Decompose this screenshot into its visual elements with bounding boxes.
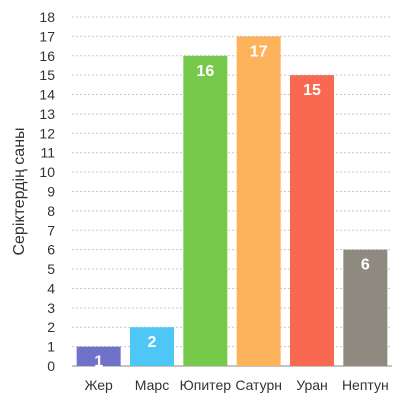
- bar-6: [343, 249, 388, 366]
- bar-2: [130, 327, 174, 366]
- x-category-label: Жер: [85, 377, 114, 393]
- y-tick-label: 5: [47, 261, 55, 277]
- y-tick-label: 14: [39, 87, 55, 103]
- y-tick-label: 16: [39, 48, 55, 64]
- y-tick-label: 3: [47, 300, 55, 316]
- bars-layer: 1 2 16 17 15 6: [76, 36, 388, 371]
- bar-value-label: 6: [361, 257, 370, 274]
- bar-1: [76, 346, 121, 366]
- bar-value-label: 1: [94, 354, 103, 371]
- bar-value-label: 2: [148, 334, 157, 351]
- grid-layer: [72, 16, 392, 367]
- y-tick-label: 15: [39, 67, 55, 83]
- y-tick-label: 8: [47, 203, 55, 219]
- y-tick-label: 9: [47, 184, 55, 200]
- x-axis-labels: Жер Марс Юпитер Сатурн Уран Нептун: [85, 377, 389, 393]
- x-category-label: Нептун: [342, 377, 389, 393]
- bar-value-label: 15: [303, 82, 321, 99]
- bar-value-label: 16: [196, 63, 214, 80]
- bar-value-label: 17: [250, 43, 268, 60]
- y-tick-label: 6: [47, 242, 55, 258]
- y-tick-label: 1: [47, 339, 55, 355]
- y-tick-label: 10: [39, 164, 55, 180]
- bar-5: [290, 75, 334, 367]
- x-category-label: Уран: [296, 377, 328, 393]
- y-tick-label: 12: [39, 125, 55, 141]
- y-tick-label: 4: [47, 280, 55, 296]
- x-category-label: Сатурн: [235, 377, 282, 393]
- y-axis-title: Серіктердің саны: [11, 127, 28, 255]
- y-tick-label: 7: [47, 222, 55, 238]
- y-tick-label: 17: [39, 28, 55, 44]
- y-tick-label: 0: [47, 358, 55, 374]
- y-tick-label: 13: [39, 106, 55, 122]
- x-category-label: Марс: [135, 377, 169, 393]
- bar-3: [183, 55, 228, 367]
- x-category-label: Юпитер: [180, 377, 232, 393]
- y-tick-label: 2: [47, 319, 55, 335]
- y-tick-label: 18: [39, 9, 55, 25]
- bar-4: [236, 36, 281, 367]
- y-tick-label: 11: [40, 145, 55, 161]
